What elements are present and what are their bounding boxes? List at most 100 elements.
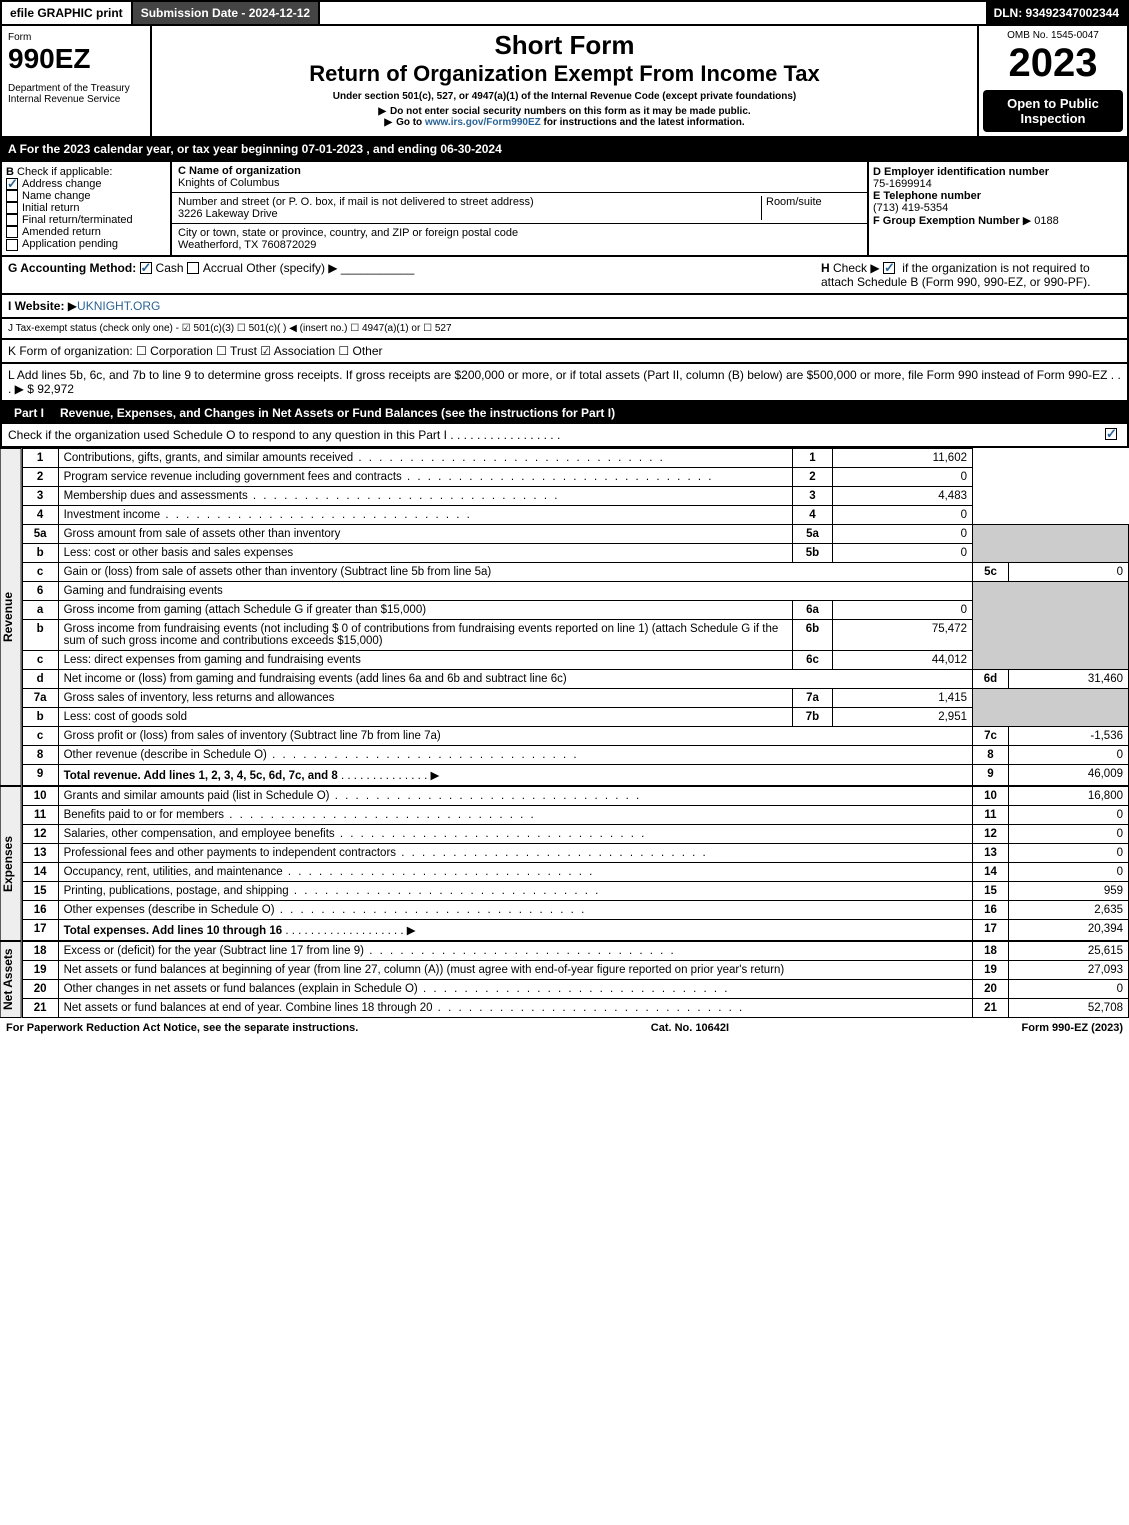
line-7b-amt: 2,951 — [833, 707, 973, 726]
checkbox-accrual[interactable] — [187, 262, 199, 274]
irs-link[interactable]: www.irs.gov/Form990EZ — [425, 117, 541, 128]
line-21-amt: 52,708 — [1009, 998, 1129, 1017]
line-6c-amt: 44,012 — [833, 650, 973, 669]
i-label: I Website: — [8, 299, 64, 313]
efile-label: efile GRAPHIC print — [2, 2, 133, 24]
row-i: I Website: ▶UKNIGHT.ORG — [0, 295, 1129, 319]
line-8-amt: 0 — [1009, 745, 1129, 764]
goto-text: Go to www.irs.gov/Form990EZ for instruct… — [156, 117, 973, 128]
dln: DLN: 93492347002344 — [986, 2, 1127, 24]
line-9-amt: 46,009 — [1009, 764, 1129, 785]
cb-label-0: Address change — [22, 178, 102, 190]
revenue-vlabel: Revenue — [0, 448, 22, 786]
row-j: J Tax-exempt status (check only one) - ☑… — [0, 319, 1129, 340]
cash-label: Cash — [156, 261, 184, 275]
other-label: Other (specify) — [246, 261, 325, 275]
short-form-title: Short Form — [156, 30, 973, 61]
page-footer: For Paperwork Reduction Act Notice, see … — [0, 1018, 1129, 1038]
cb-label-2: Initial return — [22, 202, 79, 214]
form-header: Form 990EZ Department of the Treasury In… — [0, 26, 1129, 138]
part-1-header: Part I Revenue, Expenses, and Changes in… — [0, 402, 1129, 424]
subtitle: Under section 501(c), 527, or 4947(a)(1)… — [156, 91, 973, 102]
line-18-amt: 25,615 — [1009, 941, 1129, 960]
row-k: K Form of organization: ☐ Corporation ☐ … — [0, 340, 1129, 364]
line-6b-desc: Gross income from fundraising events (no… — [58, 619, 792, 650]
city-label: City or town, state or province, country… — [178, 227, 518, 239]
section-c: C Name of organizationKnights of Columbu… — [172, 162, 867, 255]
period-text: For the 2023 calendar year, or tax year … — [20, 142, 502, 156]
footer-right: Form 990-EZ (2023) — [1022, 1022, 1123, 1034]
omb-number: OMB No. 1545-0047 — [983, 30, 1123, 41]
line-14-amt: 0 — [1009, 862, 1129, 881]
line-5b-box: 5b — [793, 543, 833, 562]
return-title: Return of Organization Exempt From Incom… — [156, 61, 973, 87]
line-3-desc: Membership dues and assessments — [58, 486, 792, 505]
checkbox-initial-return[interactable] — [6, 202, 18, 214]
checkbox-final-return[interactable] — [6, 214, 18, 226]
netassets-vlabel: Net Assets — [0, 941, 22, 1018]
line-18-desc: Excess or (deficit) for the year (Subtra… — [58, 941, 972, 960]
checkbox-h[interactable] — [883, 262, 895, 274]
line-10-amt: 16,800 — [1009, 786, 1129, 805]
line-15-desc: Printing, publications, postage, and shi… — [58, 881, 972, 900]
checkbox-cash[interactable] — [140, 262, 152, 274]
line-16-amt: 2,635 — [1009, 900, 1129, 919]
footer-center: Cat. No. 10642I — [651, 1022, 729, 1034]
c-name-label: C Name of organization — [178, 165, 301, 177]
line-5c-desc: Gain or (loss) from sale of assets other… — [58, 562, 972, 581]
line-14-desc: Occupancy, rent, utilities, and maintena… — [58, 862, 972, 881]
checkbox-part1[interactable] — [1105, 428, 1117, 440]
website-link[interactable]: UKNIGHT.ORG — [77, 299, 160, 313]
line-13-amt: 0 — [1009, 843, 1129, 862]
line-13-desc: Professional fees and other payments to … — [58, 843, 972, 862]
line-5a-desc: Gross amount from sale of assets other t… — [58, 524, 792, 543]
h-label: Check ▶ — [833, 261, 880, 275]
checkbox-address-change[interactable] — [6, 178, 18, 190]
line-11-amt: 0 — [1009, 805, 1129, 824]
g-label: G Accounting Method: — [8, 261, 136, 275]
line-6-desc: Gaming and fundraising events — [58, 581, 972, 600]
line-9-desc: Total revenue. Add lines 1, 2, 3, 4, 5c,… — [64, 770, 338, 782]
checkbox-amended[interactable] — [6, 226, 18, 238]
expenses-vlabel: Expenses — [0, 786, 22, 941]
line-11-desc: Benefits paid to or for members — [58, 805, 972, 824]
cb-label-5: Application pending — [22, 238, 118, 250]
form-number: 990EZ — [8, 43, 144, 75]
netassets-section: Net Assets 18Excess or (deficit) for the… — [0, 941, 1129, 1018]
line-1-amt: 11,602 — [833, 448, 973, 467]
accrual-label: Accrual — [203, 261, 243, 275]
line-6a-box: 6a — [793, 600, 833, 619]
checkbox-app-pending[interactable] — [6, 239, 18, 251]
d-label: D Employer identification number — [873, 166, 1049, 178]
line-6b-amt: 75,472 — [833, 619, 973, 650]
section-b: B Check if applicable: Address change Na… — [2, 162, 172, 255]
line-6a-desc: Gross income from gaming (attach Schedul… — [58, 600, 792, 619]
line-5c-amt: 0 — [1009, 562, 1129, 581]
part-1-check: Check if the organization used Schedule … — [0, 424, 1129, 448]
ein-value: 75-1699914 — [873, 178, 932, 190]
room-label: Room/suite — [761, 196, 861, 220]
line-5b-desc: Less: cost or other basis and sales expe… — [58, 543, 792, 562]
row-l: L Add lines 5b, 6c, and 7b to line 9 to … — [0, 364, 1129, 402]
part-1-title: Revenue, Expenses, and Changes in Net As… — [60, 406, 438, 420]
line-21-desc: Net assets or fund balances at end of ye… — [58, 998, 972, 1017]
line-5a-box: 5a — [793, 524, 833, 543]
phone-value: (713) 419-5354 — [873, 202, 948, 214]
group-exemption: 0188 — [1034, 215, 1058, 227]
warn-text: Do not enter social security numbers on … — [156, 106, 973, 117]
line-10-desc: Grants and similar amounts paid (list in… — [58, 786, 972, 805]
org-city: Weatherford, TX 760872029 — [178, 239, 316, 251]
footer-left: For Paperwork Reduction Act Notice, see … — [6, 1022, 358, 1034]
line-8-desc: Other revenue (describe in Schedule O) — [58, 745, 972, 764]
cb-label-4: Amended return — [22, 226, 101, 238]
dept-label: Department of the Treasury — [8, 83, 144, 94]
line-7c-amt: -1,536 — [1009, 726, 1129, 745]
netassets-table: 18Excess or (deficit) for the year (Subt… — [22, 941, 1129, 1018]
submission-date: Submission Date - 2024-12-12 — [133, 2, 320, 24]
line-2-desc: Program service revenue including govern… — [58, 467, 792, 486]
checkbox-name-change[interactable] — [6, 190, 18, 202]
irs-label: Internal Revenue Service — [8, 94, 144, 105]
line-6a-amt: 0 — [833, 600, 973, 619]
line-6d-amt: 31,460 — [1009, 669, 1129, 688]
line-19-amt: 27,093 — [1009, 960, 1129, 979]
